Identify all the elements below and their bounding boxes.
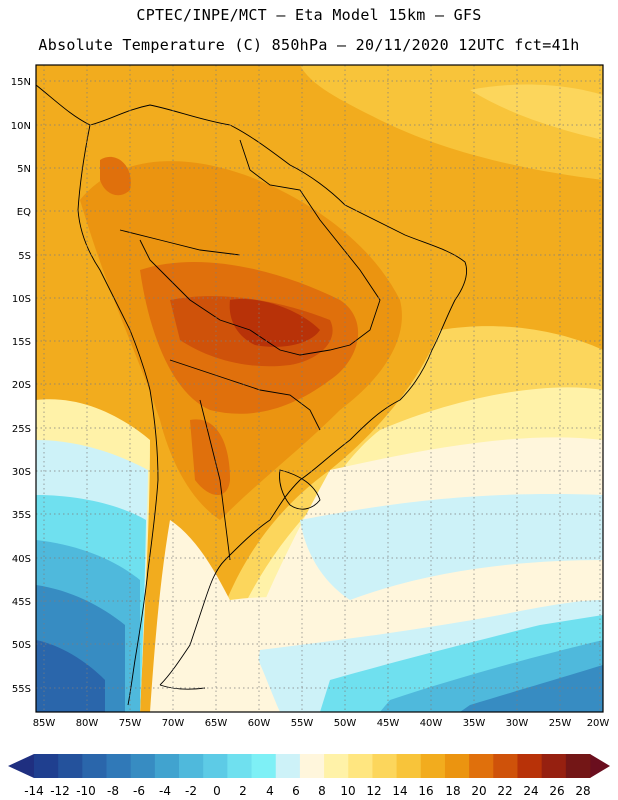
lat-label: 5S: [18, 251, 31, 262]
lat-label: 10N: [11, 121, 31, 132]
colorbar-swatch: [565, 754, 591, 778]
lat-label: 35S: [12, 510, 31, 521]
colorbar-label: 0: [213, 784, 221, 798]
lat-label: 15S: [12, 337, 31, 348]
colorbar-label: 6: [292, 784, 300, 798]
lat-label: 45S: [12, 597, 31, 608]
colorbar-min-arrow: [8, 754, 34, 778]
colorbar-label: -10: [76, 784, 96, 798]
colorbar-swatch: [372, 754, 397, 778]
colorbar-label: 22: [497, 784, 512, 798]
colorbar-swatch: [493, 754, 518, 778]
colorbar-swatch: [82, 754, 107, 778]
longitude-axis: 85W 80W 75W 70W 65W 60W 55W 50W 45W 40W …: [33, 718, 610, 729]
lon-label: 35W: [463, 718, 486, 729]
colorbar-label: 20: [471, 784, 486, 798]
latitude-axis: 15N 10N 5N EQ 5S 10S 15S 20S 25S 30S 35S…: [11, 77, 31, 695]
coastlines: [36, 84, 467, 706]
colorbar-max-arrow: [590, 754, 610, 778]
colorbar-swatch: [469, 754, 494, 778]
lat-label: 40S: [12, 554, 31, 565]
lon-label: 50W: [334, 718, 357, 729]
colorbar-swatch: [444, 754, 470, 778]
grid-lines: [36, 65, 603, 712]
colorbar-swatch: [396, 754, 422, 778]
colorbar-swatch: [130, 754, 156, 778]
lat-label: 15N: [11, 77, 31, 88]
colorbar-label: 4: [266, 784, 274, 798]
colorbar-swatch: [227, 754, 252, 778]
colorbar-labels: -14 -12 -10 -8 -6 -4 -2 0 2 4 6 8 10 12 …: [24, 784, 590, 798]
colorbar-swatch: [154, 754, 180, 778]
colorbar-swatch: [324, 754, 349, 778]
colorbar-label: 14: [392, 784, 407, 798]
colorbar-label: -12: [50, 784, 70, 798]
lat-label: 10S: [12, 294, 31, 305]
colorbar-swatch: [517, 754, 543, 778]
lon-label: 85W: [33, 718, 56, 729]
colorbar-swatch: [34, 754, 59, 778]
colorbar-label: 16: [418, 784, 433, 798]
colorbar-label: 24: [523, 784, 538, 798]
lon-label: 75W: [119, 718, 142, 729]
colorbar-swatch: [299, 754, 325, 778]
temperature-field: [36, 65, 603, 712]
lat-label: 30S: [12, 467, 31, 478]
colorbar-swatch: [275, 754, 301, 778]
colorbar-swatch: [58, 754, 83, 778]
lon-label: 45W: [377, 718, 400, 729]
lon-label: 55W: [291, 718, 314, 729]
lat-label: 25S: [12, 424, 31, 435]
plot-frame: [35, 64, 604, 713]
lon-label: 20W: [587, 718, 610, 729]
map-title-line2: Absolute Temperature (C) 850hPa – 20/11/…: [38, 36, 580, 54]
lon-label: 30W: [506, 718, 529, 729]
colorbar-label: -6: [133, 784, 145, 798]
colorbar-label: 8: [318, 784, 326, 798]
lon-label: 80W: [76, 718, 99, 729]
map-title-line1: CPTEC/INPE/MCT – Eta Model 15km – GFS: [136, 6, 482, 24]
colorbar-swatch: [106, 754, 132, 778]
colorbar-swatch: [420, 754, 446, 778]
colorbar-label: 10: [340, 784, 355, 798]
lon-label: 40W: [420, 718, 443, 729]
lat-label: EQ: [17, 207, 31, 218]
lat-label: 20S: [12, 380, 31, 391]
lon-label: 25W: [549, 718, 572, 729]
lon-label: 65W: [205, 718, 228, 729]
colorbar-label: 26: [549, 784, 564, 798]
colorbar-swatch: [348, 754, 373, 778]
colorbar-label: -8: [107, 784, 119, 798]
lon-label: 70W: [162, 718, 185, 729]
colorbar: -14 -12 -10 -8 -6 -4 -2 0 2 4 6 8 10 12 …: [8, 754, 610, 798]
colorbar-label: 12: [366, 784, 381, 798]
lat-label: 5N: [17, 164, 31, 175]
colorbar-label: 2: [239, 784, 247, 798]
colorbar-label: -14: [24, 784, 44, 798]
colorbar-label: 28: [575, 784, 590, 798]
lon-label: 60W: [248, 718, 271, 729]
colorbar-swatch: [251, 754, 277, 778]
colorbar-swatch: [203, 754, 228, 778]
colorbar-swatch: [179, 754, 204, 778]
colorbar-label: 18: [445, 784, 460, 798]
lat-label: 55S: [12, 684, 31, 695]
colorbar-label: -2: [185, 784, 197, 798]
lat-label: 50S: [12, 640, 31, 651]
colorbar-swatch: [541, 754, 567, 778]
colorbar-label: -4: [159, 784, 171, 798]
